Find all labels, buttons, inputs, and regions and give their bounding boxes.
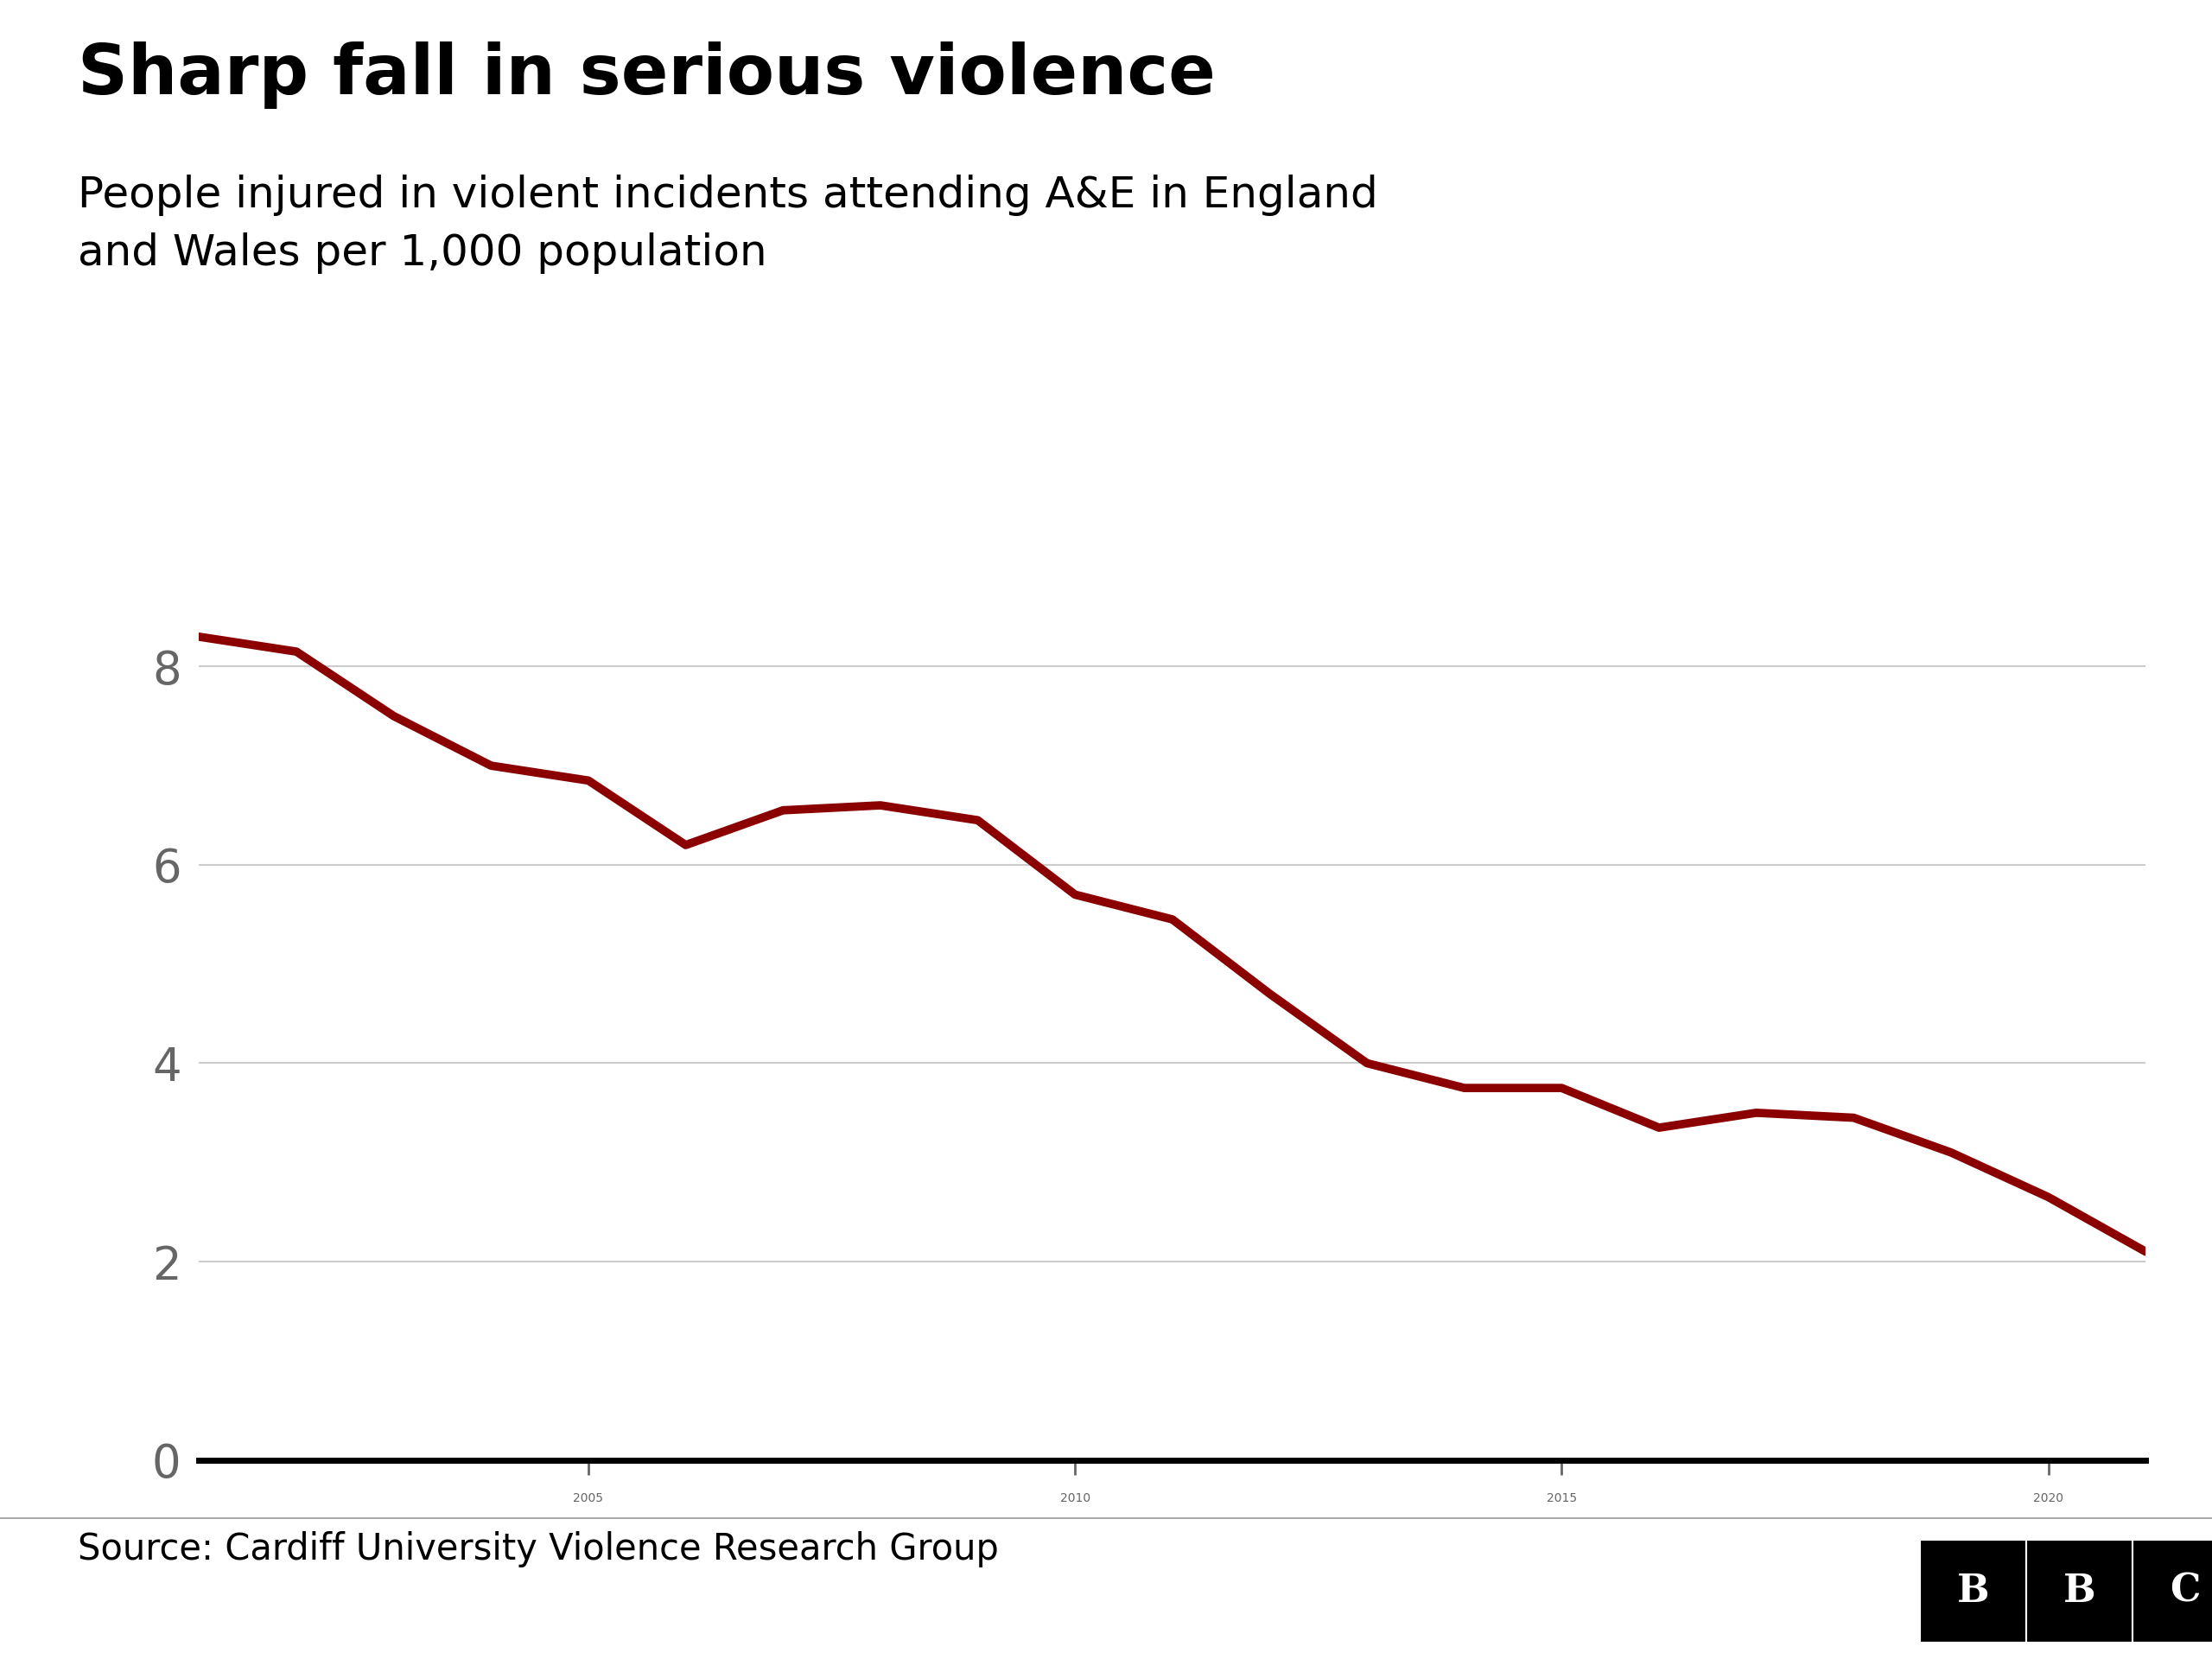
Text: C: C <box>2170 1573 2201 1609</box>
Text: B: B <box>2064 1573 2095 1609</box>
Bar <box>2132 1540 2212 1642</box>
Text: People injured in violent incidents attending A&E in England
and Wales per 1,000: People injured in violent incidents atte… <box>77 174 1378 274</box>
Text: Source: Cardiff University Violence Research Group: Source: Cardiff University Violence Rese… <box>77 1531 998 1568</box>
Bar <box>2026 1540 2132 1642</box>
Text: B: B <box>1958 1573 1989 1609</box>
Text: Sharp fall in serious violence: Sharp fall in serious violence <box>77 41 1214 109</box>
Bar <box>1920 1540 2026 1642</box>
